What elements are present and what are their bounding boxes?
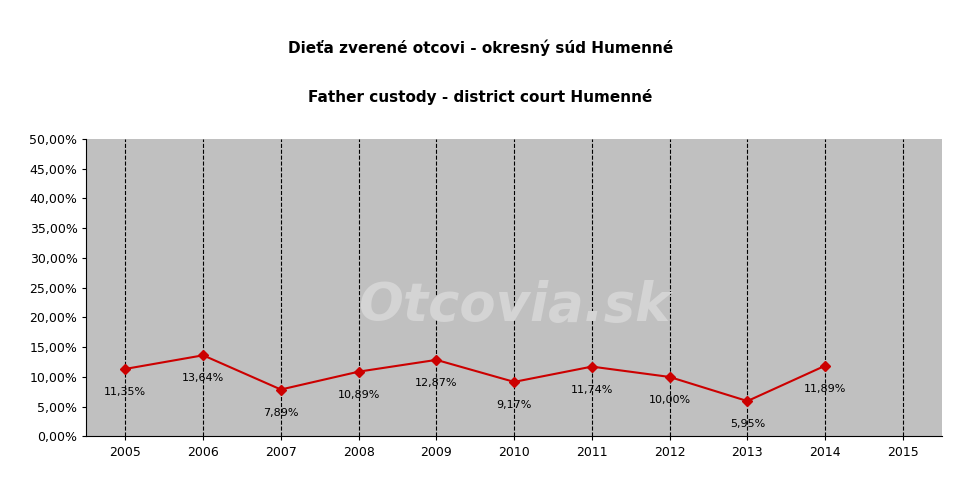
Text: 7,89%: 7,89% [263,408,299,418]
Text: 11,35%: 11,35% [105,387,146,397]
Text: 11,89%: 11,89% [804,384,847,394]
Text: 10,00%: 10,00% [649,395,691,405]
Text: 10,89%: 10,89% [337,390,380,400]
Text: 11,74%: 11,74% [571,385,613,395]
Text: 5,95%: 5,95% [729,419,765,429]
Text: 9,17%: 9,17% [497,400,531,410]
Text: Dieťa zverené otcovi - okresný súd Humenné: Dieťa zverené otcovi - okresný súd Humen… [288,40,673,56]
Text: Father custody - district court Humenné: Father custody - district court Humenné [308,89,653,105]
Text: Otcovia.sk: Otcovia.sk [358,280,670,331]
Text: 12,87%: 12,87% [415,378,457,388]
Text: 13,64%: 13,64% [182,373,224,383]
